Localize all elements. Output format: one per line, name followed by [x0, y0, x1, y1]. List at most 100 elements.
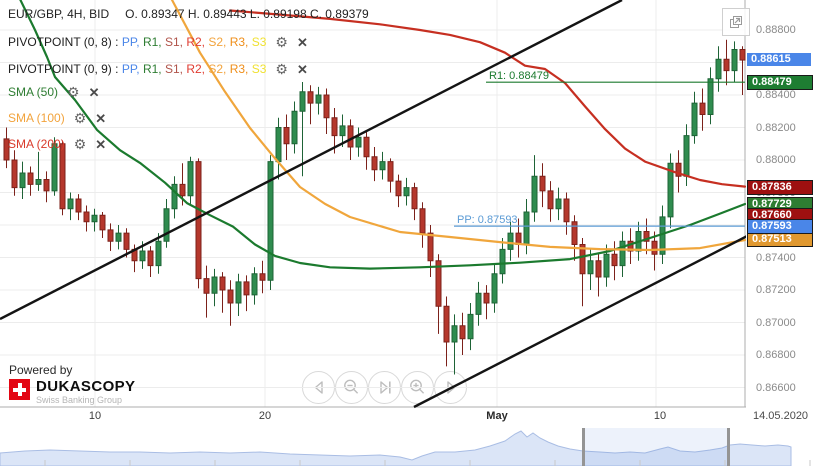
time-axis-label: 10: [653, 410, 667, 422]
brand-name[interactable]: DUKASCOPY: [36, 378, 136, 395]
candle: [459, 312, 466, 355]
candle: [515, 218, 522, 258]
candle: [299, 82, 306, 177]
indicator-name: SMA (100): [8, 111, 65, 125]
powered-by-label: Powered by: [9, 363, 73, 377]
candle: [659, 205, 666, 264]
level-label-R1: R1: 0.88479: [489, 70, 549, 82]
symbol-label: EUR/GBP, 4H, BID: [8, 7, 110, 21]
pivot-level-label-S1: S1,: [164, 62, 187, 76]
candle: [171, 176, 178, 219]
candle: [451, 314, 458, 375]
skip-to-end-icon: [380, 381, 391, 394]
step-back-icon: [314, 381, 323, 394]
candle: [675, 150, 682, 193]
candle: [187, 156, 194, 204]
skip-to-end-button[interactable]: [368, 371, 401, 404]
candle: [483, 285, 490, 320]
candle: [427, 225, 434, 277]
candle: [235, 273, 242, 316]
candle: [331, 108, 338, 154]
zoom-in-icon: [410, 379, 425, 394]
zoom-in-button[interactable]: [401, 371, 434, 404]
pivot-level-label-S3: S3: [251, 62, 267, 76]
indicator-remove-icon[interactable]: ✕: [88, 85, 100, 100]
candle: [475, 281, 482, 326]
candle: [571, 215, 578, 261]
pivot-level-label-R3: R3,: [229, 62, 252, 76]
candle: [227, 280, 234, 326]
candle: [11, 150, 18, 196]
chart-navigation-controls: [302, 371, 467, 404]
candle: [699, 88, 706, 131]
candle: [523, 199, 530, 255]
price-axis-label: 0.88200: [756, 121, 796, 134]
candle: [651, 231, 658, 271]
candle: [99, 212, 106, 238]
indicator-settings-gear-icon[interactable]: ⚙: [67, 84, 80, 100]
navigator-handle-right[interactable]: [727, 428, 730, 466]
zoom-out-button[interactable]: [335, 371, 368, 404]
price-axis[interactable]: 0.888000.886000.884000.882000.880000.878…: [746, 0, 823, 427]
candle: [547, 181, 554, 222]
candle: [387, 158, 394, 193]
pivot-level-label-PP: PP,: [121, 35, 143, 49]
candle: [35, 151, 42, 191]
candle: [731, 41, 738, 82]
candle: [107, 223, 114, 251]
candle: [635, 221, 642, 261]
separator: :: [111, 35, 122, 49]
separator: :: [111, 62, 122, 76]
candle: [555, 187, 562, 221]
candle: [243, 275, 250, 312]
candle: [363, 130, 370, 170]
candle: [347, 119, 354, 160]
level-label-PP: PP: 0.87593: [457, 214, 518, 226]
candle: [707, 67, 714, 125]
indicator-remove-icon[interactable]: ✕: [296, 62, 308, 77]
step-forward-button[interactable]: [434, 371, 467, 404]
candle: [211, 268, 218, 307]
axis-date-label: 14.05.2020: [753, 410, 809, 422]
candle: [155, 233, 162, 274]
brand-tagline: Swiss Banking Group: [36, 395, 123, 405]
pivot-level-label-R3: R3,: [229, 35, 252, 49]
candle: [67, 192, 74, 221]
candle: [19, 161, 26, 199]
pivot-level-label-R2: R2,: [186, 35, 209, 49]
navigator-handle-left[interactable]: [582, 428, 585, 466]
candle: [147, 246, 154, 277]
indicator-remove-icon[interactable]: ✕: [95, 111, 107, 126]
price-axis-label: 0.88000: [756, 154, 796, 166]
chart-navigator[interactable]: [0, 428, 823, 466]
candle: [683, 124, 690, 186]
candle: [339, 114, 346, 147]
indicator-settings-gear-icon[interactable]: ⚙: [275, 34, 288, 50]
indicator-settings-gear-icon[interactable]: ⚙: [73, 136, 87, 152]
indicator-settings-gear-icon[interactable]: ⚙: [73, 110, 87, 126]
zoom-out-icon: [344, 379, 359, 394]
candle: [539, 163, 546, 208]
time-axis-label: May: [486, 410, 508, 422]
price-badge: 0.87836: [747, 179, 813, 195]
candle: [275, 117, 282, 180]
candle: [179, 163, 186, 206]
candle: [283, 114, 290, 160]
indicator-row: PIVOTPOINT (0, 9) : PP, R1, S1, R2, S2, …: [8, 61, 308, 78]
candle: [667, 153, 674, 229]
candle: [323, 88, 330, 134]
candle: [467, 303, 474, 351]
indicator-remove-icon[interactable]: ✕: [296, 35, 308, 50]
step-back-button[interactable]: [302, 371, 335, 404]
candle: [715, 46, 722, 92]
indicator-settings-gear-icon[interactable]: ⚙: [275, 61, 288, 77]
expand-button[interactable]: [722, 8, 750, 36]
indicator-remove-icon[interactable]: ✕: [95, 137, 107, 152]
indicator-name: SMA (50): [8, 85, 59, 99]
pivot-level-label-S2: S2,: [208, 35, 230, 49]
candle: [43, 171, 50, 203]
indicator-row: SMA (50) ⚙ ✕: [8, 84, 99, 101]
navigator-selection[interactable]: [583, 428, 728, 466]
pivot-level-label-S2: S2,: [208, 62, 230, 76]
